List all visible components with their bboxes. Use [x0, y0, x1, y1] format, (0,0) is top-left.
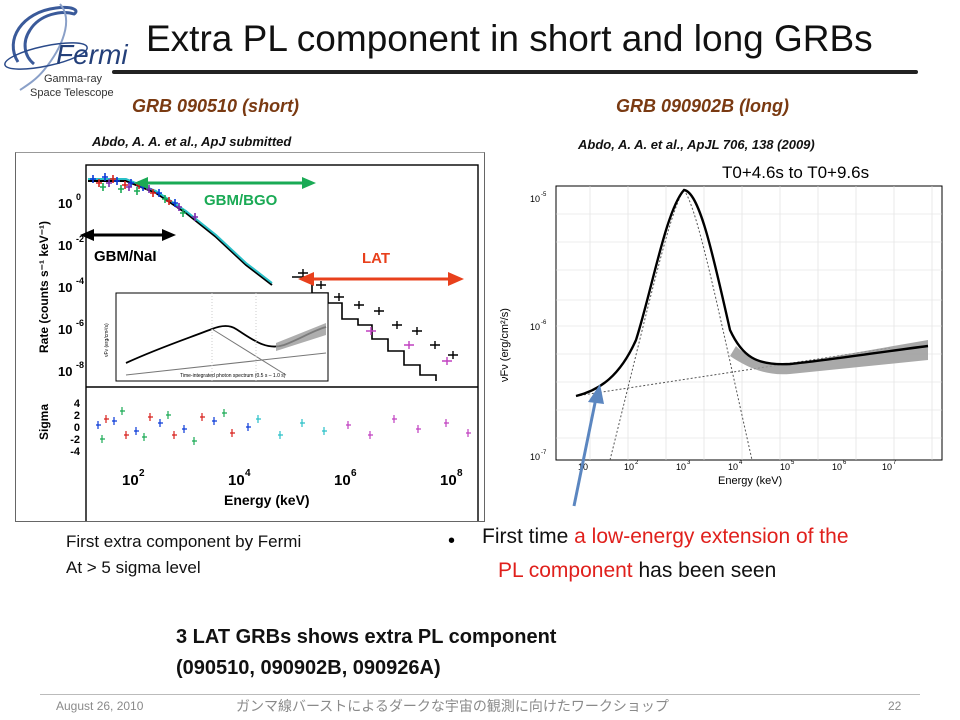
svg-text:5: 5 — [791, 460, 795, 466]
svg-text:3: 3 — [687, 460, 691, 466]
svg-text:10: 10 — [882, 462, 892, 472]
fermi-logo: Fermi Gamma-ray Space Telescope — [4, 3, 128, 99]
svg-text:8: 8 — [457, 468, 463, 479]
svg-text:10: 10 — [676, 462, 686, 472]
svg-text:10: 10 — [728, 462, 738, 472]
svg-text:-2: -2 — [76, 234, 84, 244]
left-note-line2: At > 5 sigma level — [66, 558, 201, 577]
gbm-nai-arrow — [80, 229, 176, 241]
svg-text:10: 10 — [624, 462, 634, 472]
footer-date: August 26, 2010 — [56, 699, 144, 713]
gbm-bgo-label: GBM/BGO — [204, 192, 278, 209]
svg-text:10: 10 — [58, 196, 72, 211]
sigma-ticks: 4 2 0 -2 -4 — [70, 398, 81, 458]
lat-arrow — [298, 272, 464, 286]
gbm-bgo-arrow — [134, 177, 316, 189]
right-grid — [556, 186, 942, 460]
sigma-residuals — [96, 407, 471, 445]
left-panel-citation: Abdo, A. A. et al., ApJ submitted — [92, 134, 292, 149]
nai-model-curve — [88, 178, 273, 284]
svg-text:νFν (erg/cm²/s): νFν (erg/cm²/s) — [104, 323, 110, 357]
right-panel-citation: Abdo, A. A. et al., ApJL 706, 138 (2009) — [578, 137, 815, 152]
svg-text:2: 2 — [139, 468, 145, 479]
inset-nufnu-plot: νFν (erg/cm²/s) Time-integrated photon s… — [104, 292, 329, 382]
svg-text:-6: -6 — [541, 320, 547, 326]
fermi-wordmark: Fermi — [56, 39, 128, 70]
svg-text:10: 10 — [58, 238, 72, 253]
svg-text:7: 7 — [893, 460, 897, 466]
lat-data-points — [298, 269, 458, 359]
bullet-line2: PL component has been seen — [498, 559, 777, 582]
svg-text:Gamma-ray: Gamma-ray — [44, 73, 103, 85]
bullet-line1: First time a low-energy extension of the — [482, 525, 849, 548]
energy-axis-label: Energy (keV) — [224, 492, 310, 508]
svg-text:Time-integrated photon spectru: Time-integrated photon spectrum (0.5 s –… — [180, 373, 286, 379]
svg-text:-8: -8 — [76, 360, 84, 370]
svg-text:-2: -2 — [70, 434, 80, 446]
svg-text:6: 6 — [843, 460, 847, 466]
bullet-marker: • — [448, 530, 456, 552]
summary-text: 3 LAT GRBs shows extra PL component (090… — [176, 622, 556, 684]
summary-line2: (090510, 090902B, 090926A) — [176, 657, 441, 679]
svg-text:10: 10 — [58, 322, 72, 337]
svg-text:-5: -5 — [541, 192, 547, 198]
svg-text:2: 2 — [74, 410, 80, 422]
svg-text:10: 10 — [832, 462, 842, 472]
svg-text:10: 10 — [58, 364, 72, 379]
svg-text:10: 10 — [58, 280, 72, 295]
svg-text:10: 10 — [530, 452, 540, 462]
footer-workshop-title: ガンマ線バーストによるダークな宇宙の観測に向けたワークショップ — [236, 698, 669, 714]
svg-text:10: 10 — [334, 472, 351, 489]
slide-title: Extra PL component in short and long GRB… — [146, 18, 873, 59]
svg-text:Space Telescope: Space Telescope — [30, 87, 114, 99]
svg-text:-7: -7 — [541, 450, 547, 456]
svg-text:-4: -4 — [76, 276, 84, 286]
lat-label: LAT — [362, 250, 390, 267]
left-panel-heading: GRB 090510 (short) — [132, 96, 300, 116]
right-panel-heading: GRB 090902B (long) — [616, 96, 790, 116]
right-plot-frame — [555, 185, 943, 461]
title-divider — [112, 70, 918, 74]
right-x-ticks: 10 102 103 104 105 106 107 — [578, 460, 897, 472]
model-uncertainty-band — [730, 340, 928, 375]
svg-text:4: 4 — [739, 460, 743, 466]
svg-text:0: 0 — [76, 192, 81, 202]
svg-text:0: 0 — [74, 422, 80, 434]
main-panel-frame — [85, 164, 479, 521]
rate-ticks: 10 0 10 -2 10 -4 10 -6 10 -8 — [58, 192, 84, 379]
svg-text:10: 10 — [530, 322, 540, 332]
svg-text:4: 4 — [74, 398, 81, 410]
svg-text:10: 10 — [440, 472, 457, 489]
total-model-curve — [575, 188, 929, 398]
right-y-axis-label: νFν (erg/cm²/s) — [499, 308, 511, 382]
grb090510-spectrum-figure: Rate (counts s⁻¹ keV⁻¹) Sigma 10 0 10 -2 1… — [37, 164, 479, 521]
left-note-line1: First extra component by Fermi — [66, 532, 302, 551]
low-energy-extension-arrow — [572, 384, 604, 507]
right-y-ticks: 10 -5 10 -6 10 -7 — [530, 192, 547, 462]
page-number: 22 — [888, 699, 902, 713]
svg-text:6: 6 — [351, 468, 357, 479]
svg-text:-6: -6 — [76, 318, 84, 328]
grb090902b-nufnu-figure: 10-5 10-6 10-7 νFν (erg/cm²/s) 10 102 10… — [499, 163, 943, 487]
svg-text:10: 10 — [780, 462, 790, 472]
gbm-nai-label: GBM/NaI — [94, 248, 157, 265]
svg-text:10: 10 — [530, 194, 540, 204]
time-interval-label: T0+4.6s to T0+9.6s — [722, 163, 869, 182]
svg-text:-4: -4 — [70, 446, 81, 458]
energy-ticks: 10 2 10 4 10 6 10 8 — [122, 468, 463, 489]
svg-text:10: 10 — [228, 472, 245, 489]
svg-text:4: 4 — [245, 468, 251, 479]
footer-divider — [40, 694, 920, 695]
svg-text:10: 10 — [122, 472, 139, 489]
right-x-axis-label: Energy (keV) — [718, 475, 782, 487]
svg-text:2: 2 — [635, 460, 639, 466]
sigma-axis-label: Sigma — [37, 404, 51, 440]
summary-line1: 3 LAT GRBs shows extra PL component — [176, 626, 557, 648]
rate-axis-label: Rate (counts s⁻¹ keV⁻¹) — [37, 221, 51, 353]
bullet-text: First time a low-energy extension of the… — [482, 520, 849, 588]
